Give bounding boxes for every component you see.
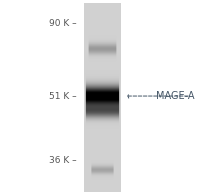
Text: 36 K –: 36 K – [49,156,76,165]
Text: MAGE-A: MAGE-A [156,91,194,101]
Text: 90 K –: 90 K – [49,19,76,28]
Text: 51 K –: 51 K – [49,92,76,101]
